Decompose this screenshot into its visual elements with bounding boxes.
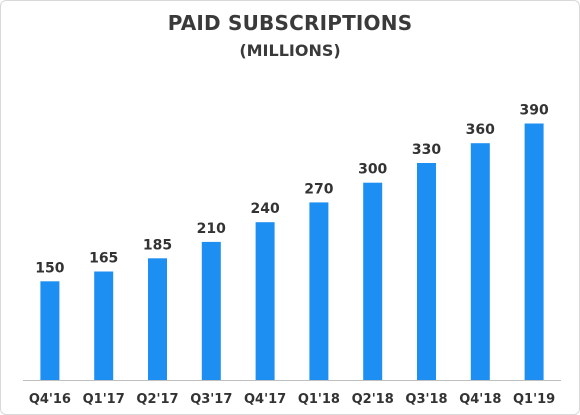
- bar-Q1'18: [309, 202, 329, 380]
- x-tick-label-Q3'17: Q3'17: [190, 392, 232, 407]
- x-tick-label-Q4'17: Q4'17: [244, 392, 286, 407]
- bar-Q3'18: [417, 163, 436, 380]
- x-tick-label-Q1'19: Q1'19: [513, 392, 555, 407]
- data-label-Q2'18: 300: [358, 162, 387, 178]
- data-label-Q1'17: 165: [89, 251, 118, 267]
- bar-Q4'16: [40, 281, 60, 380]
- x-tick-label-Q1'18: Q1'18: [298, 392, 340, 407]
- x-tick-label-Q2'17: Q2'17: [136, 392, 178, 407]
- bar-Q2'17: [148, 258, 167, 380]
- bar-Q4'17: [255, 222, 275, 380]
- data-labels-group: 150 165 185 210 240 270 300 330 360 390: [35, 103, 549, 277]
- x-tick-label-Q4'18: Q4'18: [459, 392, 501, 407]
- bar-Q1'17: [94, 271, 114, 380]
- bar-Q2'18: [363, 182, 383, 380]
- data-label-Q4'16: 150: [35, 260, 64, 276]
- x-tick-label-Q4'16: Q4'16: [29, 392, 71, 407]
- data-label-Q4'18: 360: [466, 122, 495, 138]
- x-tick-label-Q3'18: Q3'18: [405, 392, 447, 407]
- x-tick-label-Q1'17: Q1'17: [83, 392, 125, 407]
- data-label-Q1'19: 390: [519, 103, 548, 119]
- data-label-Q4'17: 240: [250, 201, 279, 217]
- x-tick-label-Q2'18: Q2'18: [352, 392, 394, 407]
- bar-Q4'18: [470, 143, 490, 380]
- x-tick-labels-group: Q4'16 Q1'17 Q2'17 Q3'17 Q4'17 Q1'18 Q2'18 Q3'18…: [29, 392, 555, 407]
- bar-Q1'19: [524, 123, 544, 380]
- data-label-Q2'17: 185: [143, 237, 172, 253]
- data-label-Q3'18: 330: [412, 142, 441, 158]
- chart-subtitle: (MILLIONS): [239, 41, 341, 60]
- bars-group: [40, 123, 544, 380]
- chart-title: PAID SUBSCRIPTIONS: [167, 11, 413, 35]
- data-label-Q3'17: 210: [197, 221, 226, 237]
- bar-Q3'17: [201, 241, 221, 380]
- data-label-Q1'18: 270: [304, 181, 333, 197]
